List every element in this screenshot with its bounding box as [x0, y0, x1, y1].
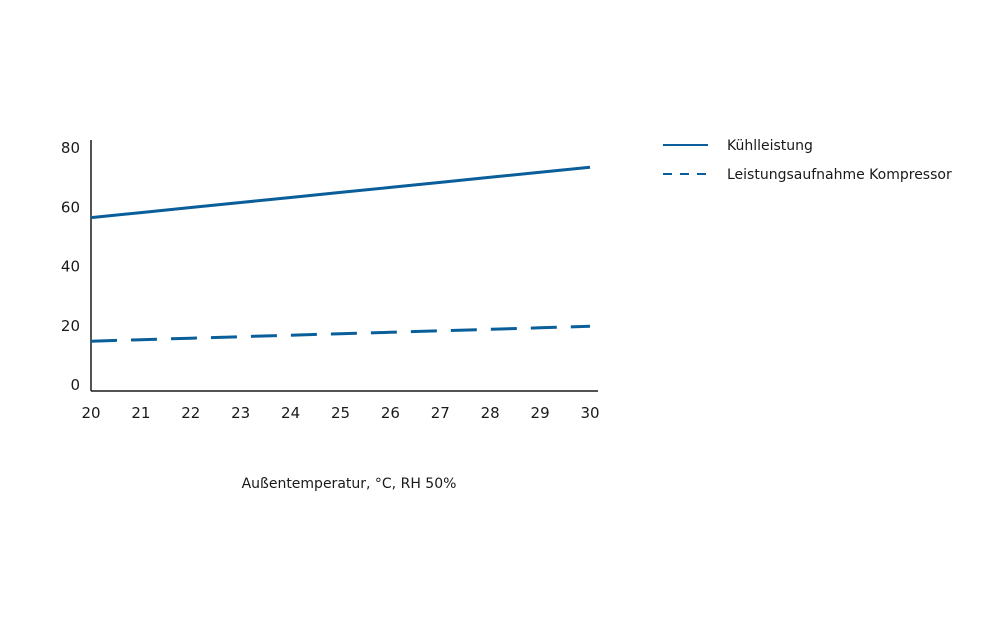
legend: Kühlleistung Leistungsaufnahme Kompresso…	[663, 138, 952, 183]
x-tick-labels: 20 21 22 23 24 25 26 27 28 29 30	[81, 404, 599, 422]
x-tick-label: 30	[580, 404, 599, 422]
y-tick-label: 0	[70, 376, 80, 394]
x-tick-label: 28	[481, 404, 500, 422]
series-line-kuehlleistung	[90, 165, 591, 220]
x-tick-label: 27	[431, 404, 450, 422]
legend-label-kuehlleistung: Kühlleistung	[727, 138, 813, 154]
y-tick-labels: 0 20 40 60 80	[61, 139, 80, 394]
x-tick-label: 21	[131, 404, 150, 422]
x-tick-label: 20	[81, 404, 100, 422]
legend-item-leistungsaufnahme: Leistungsaufnahme Kompressor	[663, 167, 952, 183]
x-axis-title: Außentemperatur, °C, RH 50%	[242, 476, 457, 492]
x-tick-label: 26	[381, 404, 400, 422]
series-line-leistungsaufnahme	[90, 324, 591, 343]
y-tick-label: 40	[61, 258, 80, 276]
legend-label-leistungsaufnahme: Leistungsaufnahme Kompressor	[727, 167, 952, 183]
y-tick-label: 60	[61, 198, 80, 216]
x-tick-label: 22	[181, 404, 200, 422]
axes	[90, 140, 598, 392]
legend-item-kuehlleistung: Kühlleistung	[663, 138, 813, 154]
x-tick-label: 29	[531, 404, 550, 422]
x-tick-label: 23	[231, 404, 250, 422]
x-tick-label: 25	[331, 404, 350, 422]
y-tick-label: 20	[61, 317, 80, 335]
x-tick-label: 24	[281, 404, 300, 422]
y-tick-label: 80	[61, 139, 80, 157]
series-lines	[90, 165, 591, 343]
